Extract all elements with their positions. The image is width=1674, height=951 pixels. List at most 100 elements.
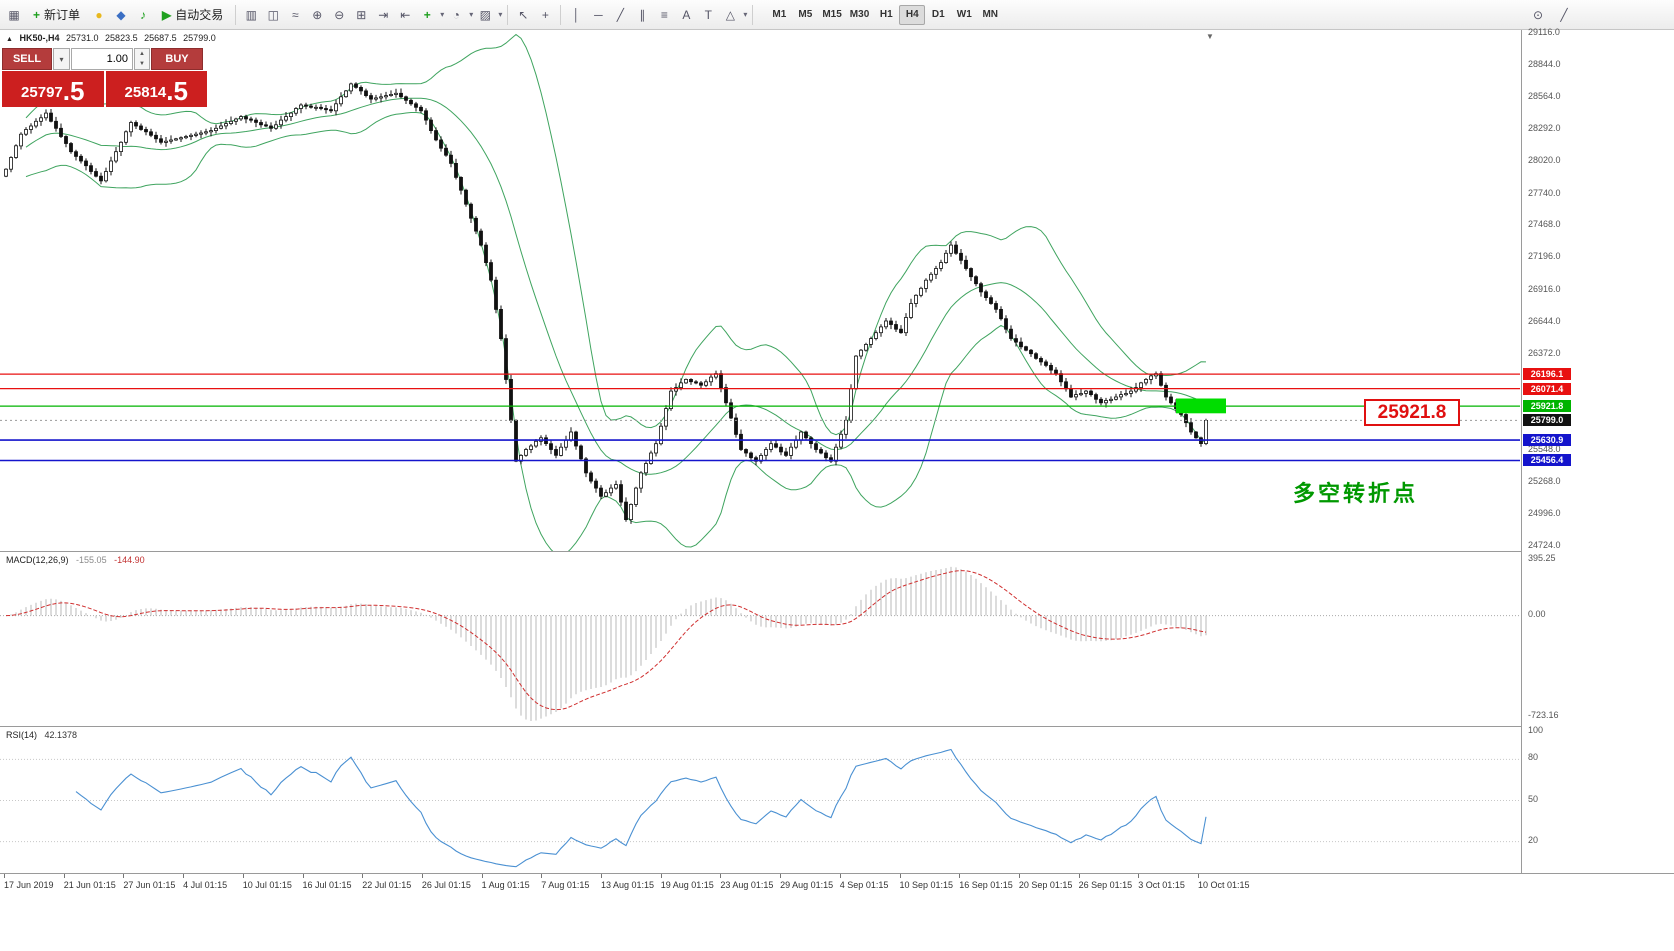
platform-icon: ▦ <box>8 7 20 22</box>
auto-scroll-icon[interactable]: ⇥ <box>378 7 389 22</box>
level-price-tag: 26196.1 <box>1523 368 1571 381</box>
time-axis-tick <box>541 874 543 878</box>
zoom-out-icon[interactable]: ⊖ <box>334 7 345 22</box>
ohlc-low: 25687.5 <box>144 33 177 43</box>
price-axis-label: 27740.0 <box>1528 187 1561 198</box>
indicators-icon[interactable]: + <box>423 7 431 22</box>
time-axis-tick <box>601 874 602 878</box>
vertical-line-tool-icon[interactable]: │ <box>572 7 581 22</box>
time-axis[interactable]: 17 Jun 2019 21 Jun 01:15 27 Jun 01:15 4 Jul… <box>0 873 1674 899</box>
sell-price[interactable]: 25797.5 <box>2 71 104 107</box>
chart-symbol: HK50-,H4 <box>19 33 60 43</box>
rsi-name: RSI(14) <box>6 730 38 740</box>
volume-input[interactable] <box>71 48 133 70</box>
price-axis-label: 28564.0 <box>1528 91 1561 102</box>
volume-down-icon[interactable]: ▼ <box>135 59 149 69</box>
price-axis[interactable]: 29116.0 28844.0 28564.0 28292.0 28020.0 27740… <box>1521 27 1674 899</box>
crosshair-icon[interactable]: + <box>541 7 549 22</box>
timeframe-h1[interactable]: H1 <box>879 9 893 20</box>
time-axis-tick <box>660 874 662 878</box>
ohlc-open: 25731.0 <box>65 33 99 43</box>
templates-dropdown-icon[interactable]: ▾ <box>498 10 503 19</box>
macd-canvas[interactable] <box>0 552 1521 726</box>
macd-pane: MACD(12,26,9) -155.05 -144.90 <box>0 551 1521 726</box>
indicators-dropdown-icon[interactable]: ▾ <box>440 10 445 19</box>
line-chart-icon[interactable]: ≈ <box>291 7 299 22</box>
toolbar-separator <box>507 4 509 25</box>
time-axis-tick <box>1078 874 1080 878</box>
buy-button[interactable]: BUY <box>151 48 203 70</box>
label-tool-icon[interactable]: T <box>704 7 712 22</box>
cursor-icon[interactable]: ↖ <box>518 7 529 22</box>
timeframe-mn[interactable]: MN <box>982 9 999 20</box>
templates-icon[interactable]: ▨ <box>479 7 491 22</box>
timeframe-h4[interactable]: H4 <box>899 4 926 25</box>
rsi-axis-label: 50 <box>1528 793 1539 804</box>
bar-chart-icon[interactable]: ▥ <box>245 7 257 22</box>
macd-axis-label: -723.16 <box>1528 710 1559 720</box>
autotrading-button[interactable]: ▶ 自动交易 <box>155 4 230 26</box>
timeframe-m1[interactable]: M1 <box>772 9 787 20</box>
candlestick-chart-icon[interactable]: ◫ <box>267 7 279 22</box>
channel-tool-icon[interactable]: ∥ <box>639 7 646 22</box>
toolbar: ▦ + 新订单 ● ◆ ♪ ▶ 自动交易 ▥ ◫ ≈ ⊕ ⊖ ⊞ ⇥ ⇤ + ▾ … <box>0 0 1674 30</box>
trade-options-dropdown[interactable]: ▾ <box>53 48 70 70</box>
tile-windows-icon[interactable]: ⊞ <box>356 7 367 22</box>
toolbar-separator <box>752 4 754 25</box>
timeframe-toolbar: M1 M5 M15 M30 H1 H4 D1 W1 MN <box>766 4 1003 25</box>
timeframe-d1[interactable]: D1 <box>931 9 945 20</box>
turning-point-annotation[interactable]: 多空转折点 <box>1293 481 1419 506</box>
price-callout-box[interactable]: 25921.8 <box>1364 399 1460 426</box>
bulb-icon[interactable]: ● <box>95 7 103 22</box>
sounds-icon[interactable]: ♪ <box>140 7 147 22</box>
rsi-canvas[interactable] <box>0 727 1521 873</box>
time-axis-label: 4 Sep 01:15 <box>839 880 889 890</box>
horizontal-line-tool-icon[interactable]: ─ <box>594 7 603 22</box>
time-axis-tick <box>839 874 841 878</box>
rsi-pane: RSI(14) 42.1378 <box>0 726 1521 873</box>
search-icon[interactable]: ⊙ <box>1532 7 1544 22</box>
timeframe-m15[interactable]: M15 <box>822 9 842 20</box>
expert-advisors-icon[interactable]: ◆ <box>116 7 126 22</box>
time-axis-tick <box>302 874 304 878</box>
chart-shift-icon[interactable]: ⇤ <box>400 7 411 22</box>
timeframe-w1[interactable]: W1 <box>956 9 972 20</box>
fibonacci-tool-icon[interactable]: ≡ <box>660 7 668 22</box>
time-axis-label: 10 Oct 01:15 <box>1198 880 1250 890</box>
time-axis-label: 19 Aug 01:15 <box>660 880 714 890</box>
chart-shift-marker-icon[interactable]: ▼ <box>1206 32 1214 41</box>
time-axis-label: 21 Jun 01:15 <box>63 880 116 890</box>
pencil-icon[interactable]: ╱ <box>1560 7 1568 22</box>
time-axis-label: 10 Sep 01:15 <box>899 880 954 890</box>
text-tool-icon[interactable]: A <box>682 7 691 22</box>
time-axis-label: 16 Jul 01:15 <box>302 880 352 890</box>
main-chart-canvas[interactable] <box>0 30 1521 551</box>
volume-up-icon[interactable]: ▲ <box>135 49 149 59</box>
periods-icon[interactable]: ◔ <box>452 7 460 22</box>
time-axis-label: 4 Jul 01:15 <box>183 880 228 890</box>
sell-button[interactable]: SELL <box>2 48 52 70</box>
shapes-tool-icon[interactable]: △ <box>725 7 735 22</box>
periods-dropdown-icon[interactable]: ▾ <box>469 10 474 19</box>
timeframe-m30[interactable]: M30 <box>849 9 870 20</box>
time-axis-tick <box>959 874 961 878</box>
macd-label: MACD(12,26,9) -155.05 -144.90 <box>6 555 145 565</box>
zoom-in-icon[interactable]: ⊕ <box>312 7 323 22</box>
level-price-tag: 25456.4 <box>1523 454 1571 467</box>
rsi-axis-label: 80 <box>1528 752 1539 763</box>
time-axis-tick <box>899 874 901 878</box>
buy-price[interactable]: 25814.5 <box>105 71 207 107</box>
time-axis-tick <box>421 874 423 878</box>
time-axis-tick <box>1018 874 1020 878</box>
timeframe-m5[interactable]: M5 <box>798 9 813 20</box>
new-order-label: 新订单 <box>44 8 81 22</box>
trendline-tool-icon[interactable]: ╱ <box>616 7 624 22</box>
new-order-button[interactable]: + 新订单 <box>26 4 87 26</box>
macd-name: MACD(12,26,9) <box>6 555 69 565</box>
price-axis-label: 27468.0 <box>1528 219 1561 230</box>
price-axis-label: 25268.0 <box>1528 476 1561 487</box>
shapes-dropdown-icon[interactable]: ▾ <box>743 10 748 19</box>
rsi-value: 42.1378 <box>44 730 78 740</box>
volume-stepper[interactable]: ▲ ▼ <box>134 48 150 70</box>
macd-value-signal: -144.90 <box>114 555 145 565</box>
